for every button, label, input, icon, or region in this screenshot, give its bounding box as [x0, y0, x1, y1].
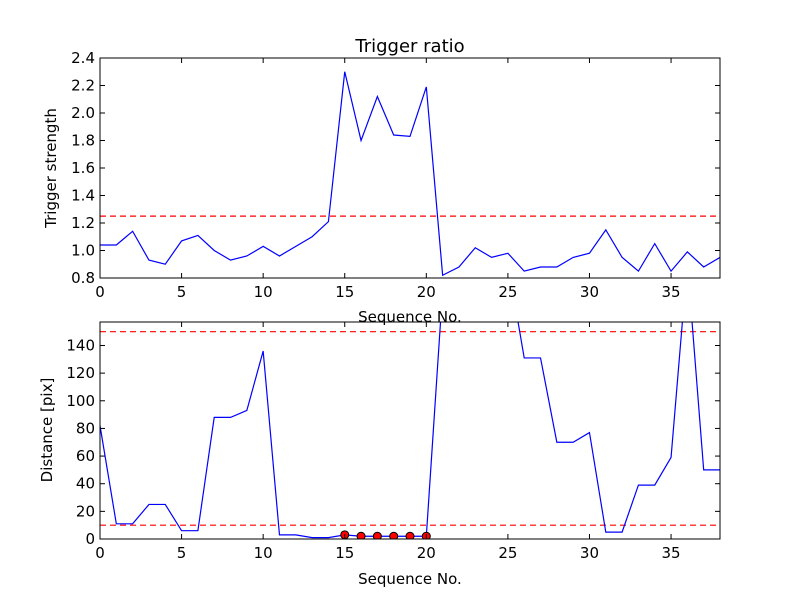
top-y-tick-label: 1.0	[71, 242, 95, 260]
top-x-tick-label: 20	[417, 283, 436, 301]
bottom-data-marker	[372, 531, 382, 539]
top-y-ticks: 0.8 1.0 1.2 1.4 1.6 1.8 2.0 2.2 2.4	[71, 49, 720, 287]
bottom-x-tick-label: 30	[580, 544, 599, 562]
top-x-tick-label: 10	[254, 283, 273, 301]
bottom-y-tick-label: 60	[76, 447, 95, 465]
bottom-x-tick-label: 10	[254, 544, 273, 562]
top-chart: Trigger ratio 0 5 10 15 20 25 30 35 0.8 1.0 1.2 1.…	[42, 36, 721, 326]
top-x-tick-label: 5	[177, 283, 187, 301]
top-series-line	[100, 71, 720, 277]
top-y-tick-label: 2.2	[71, 77, 95, 95]
bottom-x-tick-label: 35	[662, 544, 681, 562]
bottom-data-marker	[356, 531, 366, 539]
top-y-tick-label: 2.4	[71, 49, 95, 67]
bottom-x-tick-label: 0	[95, 544, 105, 562]
bottom-x-tick-label: 15	[335, 544, 354, 562]
bottom-series-group	[100, 322, 720, 539]
top-y-tick-label: 1.6	[71, 159, 95, 177]
bottom-y-ticks: 0 20 40 60 80 100 120 140	[66, 336, 720, 548]
bottom-x-ticks: 0 5 10 15 20 25 30 35	[95, 322, 681, 562]
bottom-x-tick-label: 25	[498, 544, 517, 562]
top-x-tick-label: 35	[662, 283, 681, 301]
top-chart-title: Trigger ratio	[354, 36, 464, 57]
bottom-y-axis-label: Distance [pix]	[38, 378, 56, 483]
top-y-tick-label: 1.8	[71, 132, 95, 150]
top-x-tick-label: 15	[335, 283, 354, 301]
bottom-y-tick-label: 80	[76, 419, 95, 437]
top-x-ticks: 0 5 10 15 20 25 30 35	[95, 58, 681, 301]
top-series-group	[100, 71, 720, 277]
top-y-axis-label: Trigger strength	[42, 108, 60, 229]
bottom-x-axis-label: Sequence No.	[358, 570, 462, 588]
bottom-data-marker	[389, 531, 399, 539]
bottom-data-marker	[405, 531, 415, 539]
top-x-tick-label: 30	[580, 283, 599, 301]
top-x-tick-label: 25	[498, 283, 517, 301]
top-y-tick-label: 0.8	[71, 269, 95, 287]
bottom-chart: 0 5 10 15 20 25 30 35 0 20 40 60 80 100 120 140 Sequen…	[38, 321, 721, 588]
bottom-y-tick-label: 40	[76, 475, 95, 493]
bottom-plot-frame	[99, 321, 721, 540]
bottom-y-tick-label: 100	[66, 392, 95, 410]
top-x-axis-label: Sequence No.	[358, 308, 462, 326]
top-y-tick-label: 1.2	[71, 214, 95, 232]
bottom-y-tick-label: 20	[76, 502, 95, 520]
bottom-y-tick-label: 120	[66, 364, 95, 382]
top-y-tick-label: 1.4	[71, 187, 95, 205]
top-x-tick-label: 0	[95, 283, 105, 301]
bottom-y-tick-label: 140	[66, 336, 95, 354]
bottom-x-tick-label: 5	[177, 544, 187, 562]
bottom-threshold-lines	[100, 331, 720, 526]
bottom-x-tick-label: 20	[417, 544, 436, 562]
bottom-y-tick-label: 0	[85, 530, 95, 548]
top-y-tick-label: 2.0	[71, 104, 95, 122]
